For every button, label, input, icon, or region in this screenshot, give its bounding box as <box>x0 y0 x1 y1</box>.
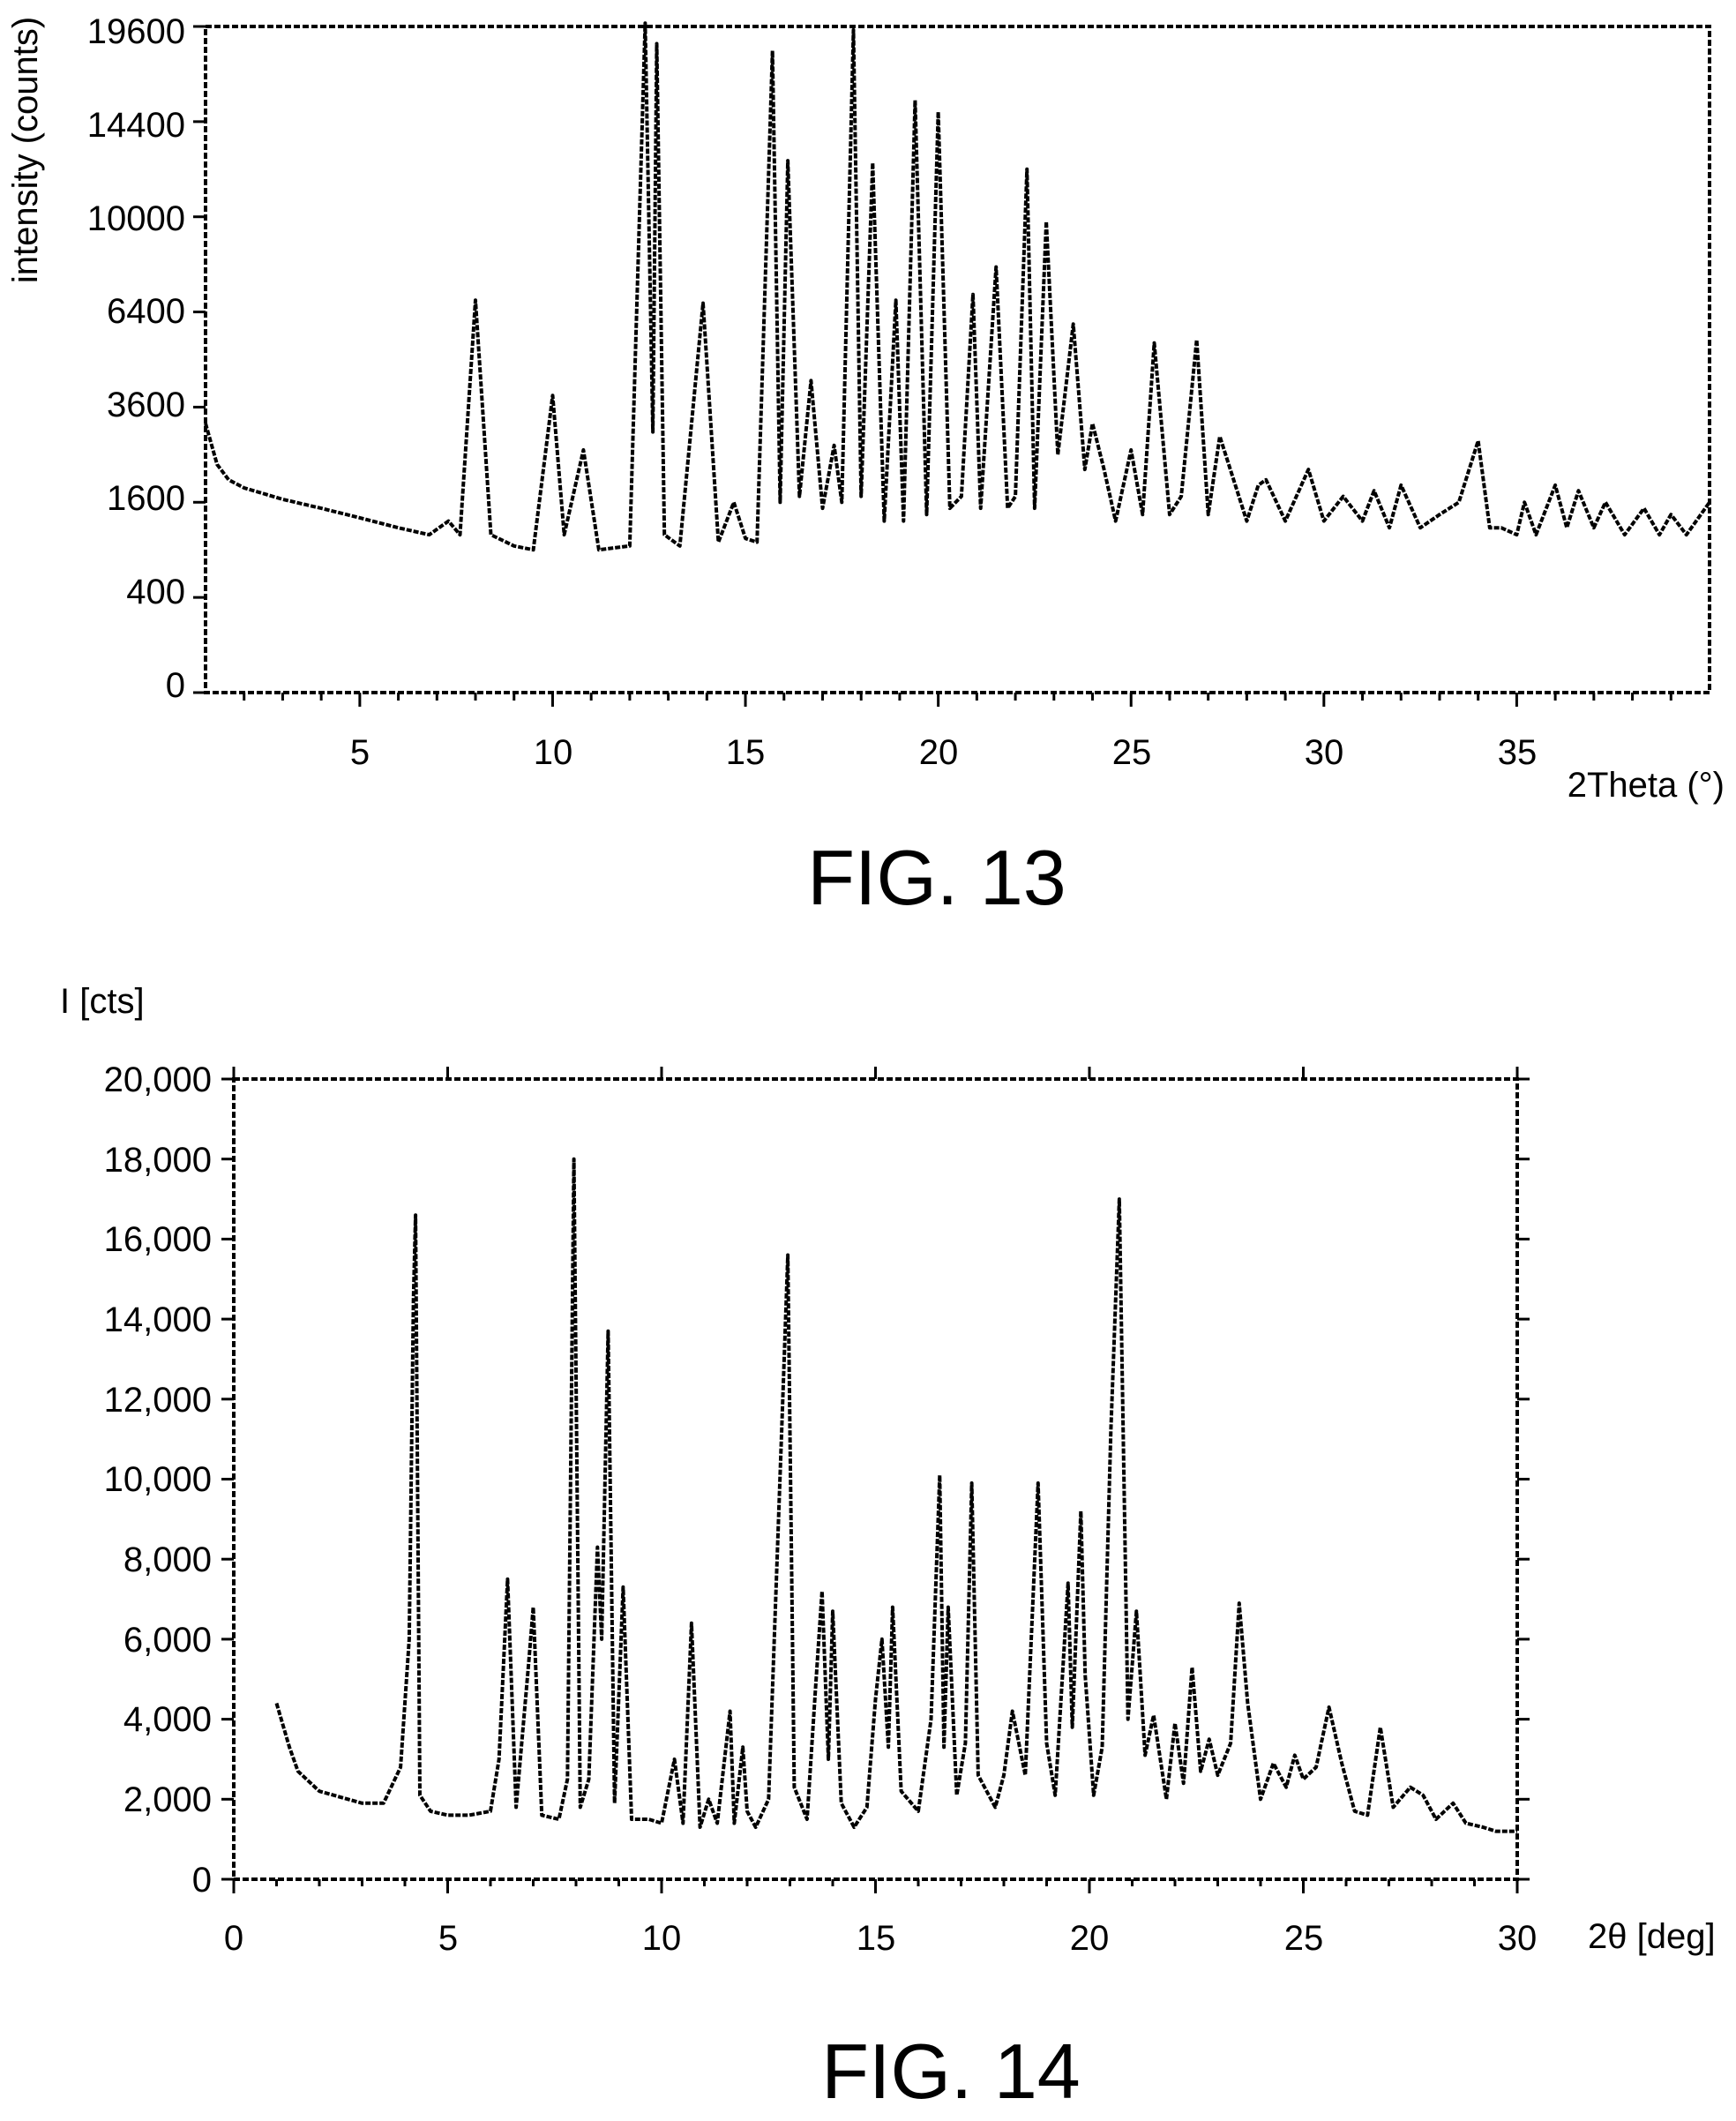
y-tick-label: 16,000 <box>104 1220 212 1259</box>
plot-frame <box>204 25 1711 694</box>
chart-fig-13: 0 400 1600 3600 6400 10000 14400 19600 5… <box>6 12 1725 921</box>
y-axis-title: intensity (counts) <box>6 17 45 283</box>
y-axis-ticks <box>193 25 206 694</box>
x-tick-label: 5 <box>350 733 370 772</box>
x-tick-label: 5 <box>438 1919 458 1958</box>
x-tick-label: 20 <box>1070 1919 1110 1958</box>
y-tick-label: 20,000 <box>104 1060 212 1099</box>
y-tick-label: 2,000 <box>123 1780 212 1819</box>
y-axis-ticks <box>221 1077 1530 1881</box>
y-tick-label: 10,000 <box>104 1460 212 1499</box>
x-axis-title: 2Theta (°) <box>1568 766 1725 805</box>
x-tick-label: 25 <box>1284 1919 1324 1958</box>
y-tick-label: 19600 <box>87 12 185 51</box>
y-tick-label: 0 <box>166 666 185 705</box>
x-tick-label: 35 <box>1498 733 1538 772</box>
figure-caption: FIG. 13 <box>807 834 1066 921</box>
y-tick-label: 0 <box>192 1861 212 1900</box>
y-tick-label: 6400 <box>107 292 185 331</box>
chart-fig-14: 0 2,000 4,000 6,000 8,000 10,000 12,000 … <box>60 982 1716 2115</box>
y-tick-label: 8,000 <box>123 1540 212 1579</box>
x-axis-title: 2θ [deg] <box>1588 1917 1716 1956</box>
series-line <box>204 21 1711 552</box>
x-tick-label: 0 <box>224 1919 243 1958</box>
y-tick-label: 10000 <box>87 199 185 238</box>
x-tick-label: 15 <box>726 733 766 772</box>
x-tick-label: 10 <box>642 1919 682 1958</box>
series-line <box>274 1157 1517 1833</box>
y-tick-label: 6,000 <box>123 1621 212 1660</box>
y-axis-title: I [cts] <box>60 982 145 1021</box>
x-tick-label: 20 <box>919 733 959 772</box>
x-axis-ticks <box>232 1067 1519 1893</box>
y-tick-label: 18,000 <box>104 1141 212 1180</box>
x-axis-ticks <box>243 693 1672 707</box>
plot-frame <box>232 1077 1519 1881</box>
y-tick-label: 400 <box>126 573 185 611</box>
x-tick-label: 15 <box>857 1919 896 1958</box>
figure-caption: FIG. 14 <box>821 2027 1080 2115</box>
y-tick-label: 3600 <box>107 386 185 424</box>
y-tick-label: 4,000 <box>123 1700 212 1739</box>
y-tick-label: 14,000 <box>104 1300 212 1339</box>
x-tick-label: 10 <box>534 733 573 772</box>
y-tick-label: 1600 <box>107 479 185 518</box>
x-tick-label: 25 <box>1112 733 1152 772</box>
x-tick-label: 30 <box>1498 1919 1538 1958</box>
y-tick-label: 12,000 <box>104 1381 212 1420</box>
y-tick-label: 14400 <box>87 106 185 145</box>
x-tick-label: 30 <box>1305 733 1344 772</box>
